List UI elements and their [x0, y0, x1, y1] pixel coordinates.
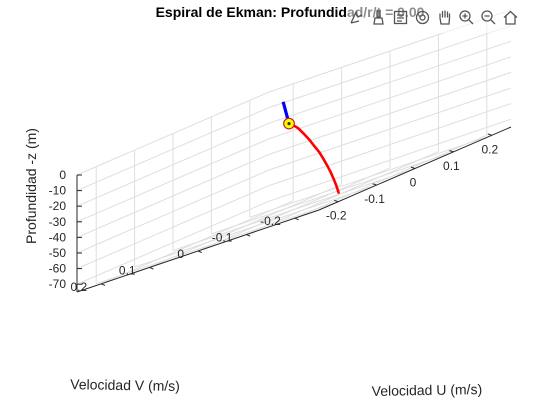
z-tick-label: 0 [59, 168, 66, 182]
x-tick-label: 0.1 [443, 159, 460, 173]
grid-line [268, 87, 512, 171]
plot-data [281, 101, 340, 194]
z-axis-label: Profundidad -z (m) [23, 128, 39, 244]
grid-line [101, 200, 294, 285]
pan-hand-icon [436, 9, 453, 31]
surface-marker-center [287, 122, 291, 126]
y-tick-mark [294, 217, 299, 221]
x-axis-label: Velocidad U (m/s) [372, 381, 483, 399]
grid-line [76, 169, 270, 254]
export-button[interactable] [390, 9, 410, 31]
z-tick-label: -60 [49, 262, 67, 276]
z-tick-label: -10 [49, 184, 67, 198]
axes-box [76, 126, 512, 293]
y-tick-label: 0 [177, 247, 184, 261]
home-icon [502, 9, 519, 31]
export-icon [392, 9, 409, 31]
x-tick-label: -0.1 [364, 192, 385, 206]
zoom-in-icon [458, 9, 475, 31]
grid-line [76, 107, 270, 192]
zoom-out-icon [480, 9, 497, 31]
grid-line [294, 134, 487, 219]
home-button[interactable] [500, 9, 520, 31]
x-tick-mark [449, 150, 454, 153]
grid-line [76, 200, 270, 285]
y-tick-label: -0.1 [212, 231, 233, 245]
brush-button[interactable] [368, 9, 388, 31]
y-tick-mark [246, 234, 251, 237]
grid-line [76, 185, 270, 270]
x-tick-mark [372, 183, 377, 186]
rotate-3d-button[interactable] [412, 9, 432, 31]
grid-line [76, 153, 270, 238]
zoom-out-button[interactable] [478, 9, 498, 31]
z-tick-label: -30 [49, 215, 67, 229]
z-tick-label: -40 [49, 230, 67, 244]
y-tick-label: 0.2 [71, 280, 88, 294]
x-tick-mark [487, 133, 492, 136]
y-tick-label: 0.1 [119, 263, 136, 277]
grid-line [246, 151, 439, 236]
y-tick-mark [149, 266, 154, 270]
data-cursor-button[interactable] [346, 9, 366, 31]
grid-line [76, 138, 270, 223]
grid-line [268, 25, 512, 109]
grid-line [268, 103, 512, 187]
brush-icon [370, 9, 387, 31]
tick-labels: -0.2 -0.1 0 0.1 0.2 -0.2 -0.1 0 0.1 0.2 0 -10-20 -30… [49, 142, 499, 293]
data-cursor-icon [348, 9, 365, 31]
grid-line [268, 118, 512, 202]
rotate-3d-icon [414, 9, 431, 31]
x-tick-mark [334, 199, 339, 203]
y-tick-mark [101, 283, 106, 286]
y-axis-label: Velocidad V (m/s) [70, 376, 180, 394]
grid-line [76, 91, 270, 176]
axes-toolbar [346, 7, 520, 33]
x-tick-label: -0.2 [326, 209, 347, 223]
x-tick-mark [410, 166, 416, 169]
grid-line [149, 183, 342, 268]
zoom-in-button[interactable] [456, 9, 476, 31]
pan-hand-button[interactable] [434, 9, 454, 31]
y-tick-label: -0.2 [260, 214, 281, 228]
y-tick-mark [197, 250, 202, 254]
z-tick-label: -20 [49, 199, 67, 213]
z-tick-label: -50 [49, 246, 67, 260]
x-tick-label: 0 [410, 176, 417, 190]
grid-line [197, 167, 391, 252]
z-tick-label: -70 [49, 277, 67, 291]
grid-line [268, 40, 512, 124]
grid-line [76, 122, 270, 207]
x-tick-label: 0.2 [481, 142, 498, 156]
grid-line [268, 56, 512, 140]
ekman-spiral-line [287, 122, 340, 194]
